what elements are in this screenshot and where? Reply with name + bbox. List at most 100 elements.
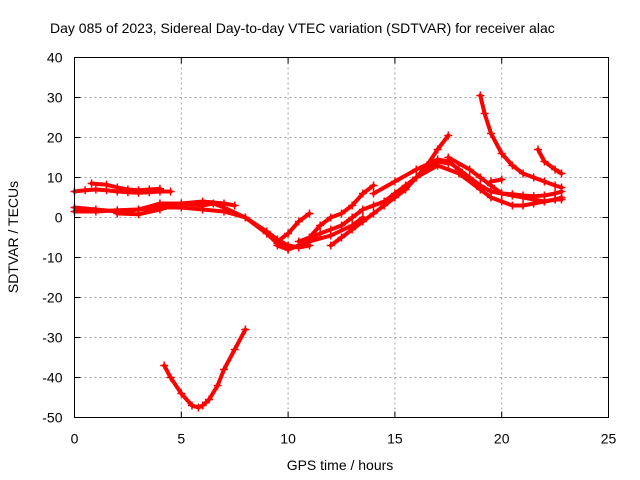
data-point: [220, 199, 229, 208]
data-point: [551, 165, 560, 174]
data-point: [497, 197, 506, 206]
data-point: [241, 325, 250, 334]
data-point: [326, 241, 335, 250]
y-tick-label: -50: [42, 410, 62, 426]
data-point: [551, 181, 560, 190]
series-layer: [70, 91, 566, 412]
data-point: [87, 179, 96, 188]
data-point: [444, 131, 453, 140]
series-line-s7: [275, 211, 312, 244]
data-point: [102, 180, 111, 189]
data-point: [508, 161, 517, 170]
y-tick-label: -40: [42, 370, 62, 386]
axes: 0 5 10 15 20 25 -50 -40 -30 -20 -10 0 10 20 30 40: [42, 50, 616, 447]
data-point: [177, 199, 186, 208]
data-point: [369, 209, 378, 218]
x-tick-label: 10: [280, 431, 296, 447]
data-point: [337, 221, 346, 230]
grid: [74, 57, 609, 418]
data-point: [358, 217, 367, 226]
data-point: [433, 145, 442, 154]
data-point: [369, 201, 378, 210]
data-point: [160, 361, 169, 370]
data-point: [540, 157, 549, 166]
data-point: [529, 195, 538, 204]
data-point: [81, 186, 90, 195]
data-point: [380, 201, 389, 210]
data-point: [123, 185, 132, 194]
series-line-s13: [478, 93, 564, 190]
data-point: [497, 175, 506, 184]
data-point: [198, 401, 207, 410]
data-point: [305, 233, 314, 242]
data-point: [220, 365, 229, 374]
x-tick-label: 0: [71, 431, 79, 447]
data-point: [390, 193, 399, 202]
x-tick-label: 25: [601, 431, 617, 447]
data-point: [540, 197, 549, 206]
series-line-s10: [371, 157, 564, 199]
data-point: [241, 213, 250, 222]
data-point: [177, 389, 186, 398]
data-point: [519, 169, 528, 178]
data-point: [294, 237, 303, 246]
data-point: [348, 201, 357, 210]
data-point: [540, 177, 549, 186]
data-point: [134, 186, 143, 195]
data-point: [454, 169, 463, 178]
data-point: [433, 161, 442, 170]
y-tick-label: 0: [55, 210, 63, 226]
data-point: [348, 213, 357, 222]
y-tick-label: -10: [42, 250, 62, 266]
x-tick-label: 20: [494, 431, 510, 447]
data-point: [326, 213, 335, 222]
y-tick-label: -30: [42, 330, 62, 346]
data-point: [519, 201, 528, 210]
data-point: [348, 225, 357, 234]
data-point: [145, 185, 154, 194]
x-axis-label: GPS time / hours: [287, 457, 394, 473]
data-point: [358, 205, 367, 214]
data-point: [213, 381, 222, 390]
data-point: [166, 187, 175, 196]
data-point: [508, 201, 517, 210]
data-point: [134, 210, 143, 219]
series-line-s16: [162, 327, 248, 410]
series-line-s1: [72, 187, 173, 195]
data-point: [337, 233, 346, 242]
data-point: [91, 207, 100, 216]
data-point: [198, 197, 207, 206]
data-point: [476, 185, 485, 194]
data-point: [487, 177, 496, 186]
data-point: [316, 229, 325, 238]
y-tick-label: 40: [47, 50, 63, 66]
data-point: [557, 195, 566, 204]
data-point: [412, 173, 421, 182]
data-point: [519, 193, 528, 202]
data-point: [113, 209, 122, 218]
y-tick-label: -20: [42, 290, 62, 306]
data-point: [529, 173, 538, 182]
data-point: [480, 109, 489, 118]
data-point: [166, 373, 175, 382]
data-point: [401, 185, 410, 194]
data-point: [444, 153, 453, 162]
data-point: [305, 209, 314, 218]
data-point: [113, 183, 122, 192]
data-point: [294, 217, 303, 226]
data-point: [230, 345, 239, 354]
data-point: [187, 401, 196, 410]
data-point: [487, 193, 496, 202]
data-point: [358, 189, 367, 198]
data-point: [557, 169, 566, 178]
data-point: [476, 173, 485, 182]
data-point: [205, 395, 214, 404]
series-line-s8: [296, 183, 376, 244]
data-point: [198, 205, 207, 214]
data-point: [412, 165, 421, 174]
data-point: [262, 227, 271, 236]
y-tick-label: 20: [47, 130, 63, 146]
data-point: [316, 221, 325, 230]
x-tick-label: 15: [387, 431, 403, 447]
